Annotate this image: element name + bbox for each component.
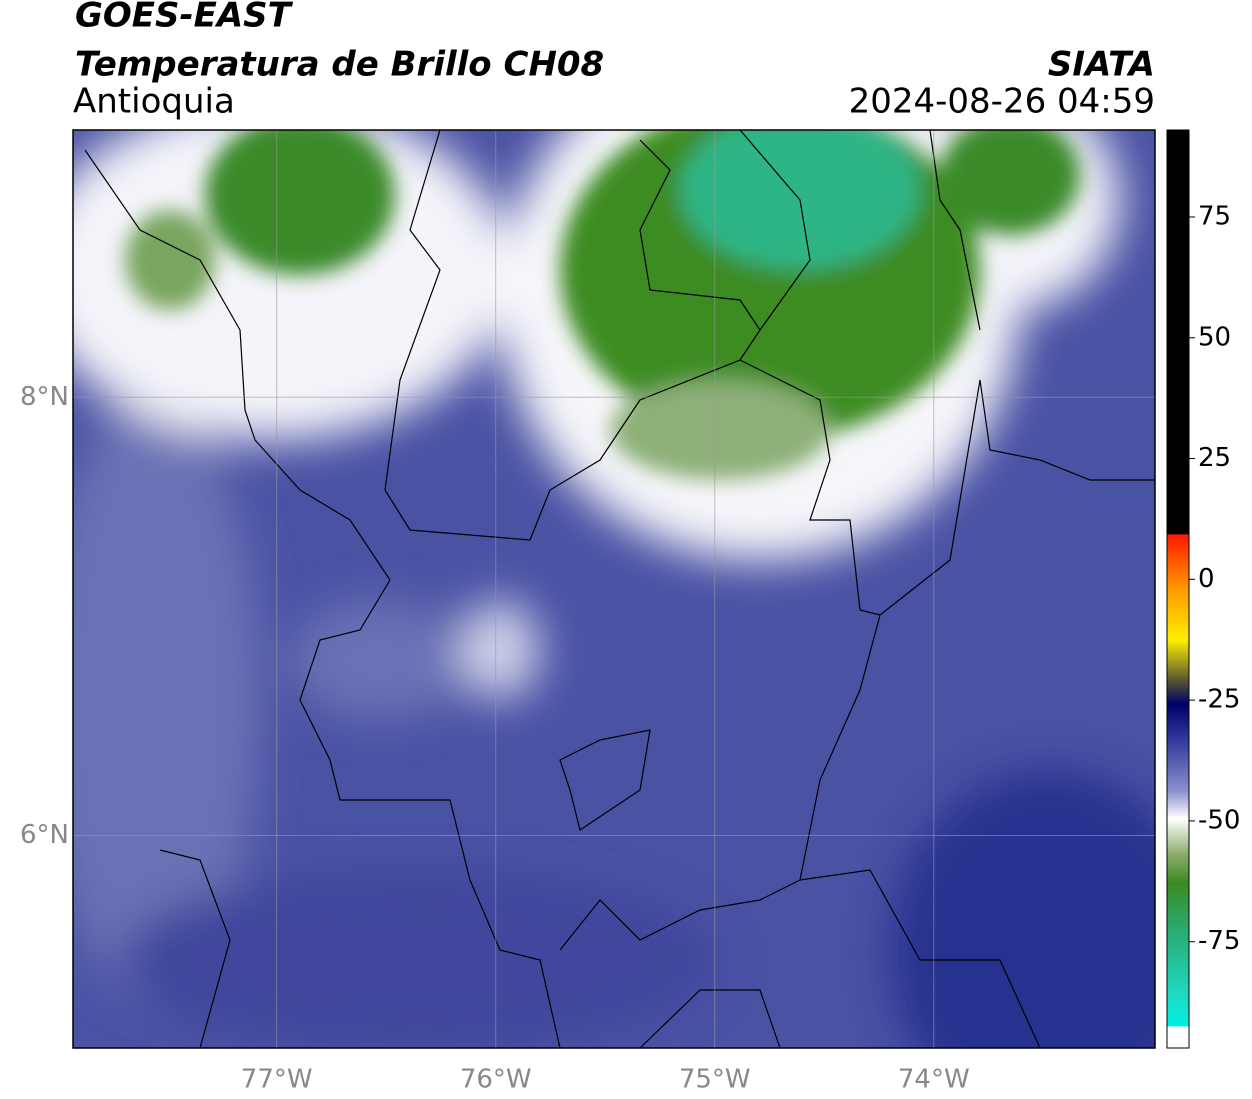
colorbar [1166,129,1190,1049]
colorbar-tick-label: -50 [1198,805,1240,835]
colorbar-tick-label: 75 [1198,201,1231,231]
imagery [73,130,1155,1048]
colorbar-tick-label: 0 [1198,564,1215,594]
colorbar-tick-label: 50 [1198,322,1231,352]
map-frame [72,129,1156,1049]
lat-label: 8°N [20,382,69,412]
lon-label: 75°W [679,1065,751,1095]
lon-label: 77°W [241,1065,313,1095]
satellite: GOES-EAST [75,0,294,36]
lon-label: 76°W [460,1065,532,1095]
product: Temperatura de Brillo CH08 [75,45,604,85]
colorbar-tick-label: 25 [1198,443,1231,473]
borders [84,130,1155,1048]
agency: SIATA [1048,45,1155,85]
timestamp: 2024-08-26 04:59 [849,82,1155,122]
colorbar-tick-label: -75 [1198,926,1240,956]
lat-label: 6°N [20,820,69,850]
region: Antioquia [73,82,235,122]
lon-label: 74°W [898,1065,970,1095]
colorbar-tick-label: -25 [1198,685,1240,715]
